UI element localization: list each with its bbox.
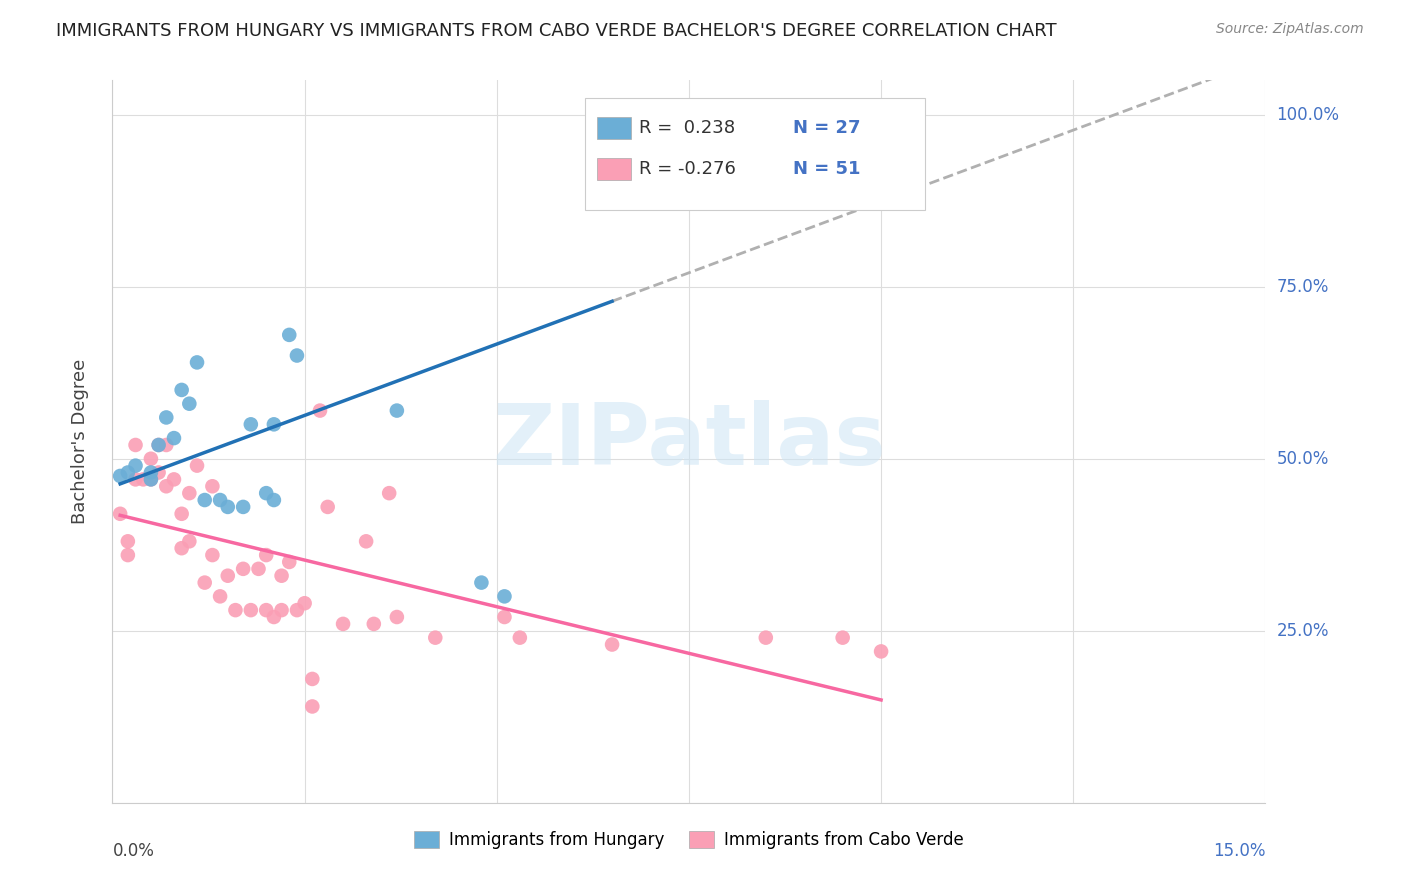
Text: ZIPatlas: ZIPatlas xyxy=(492,400,886,483)
Point xyxy=(263,493,285,508)
Point xyxy=(163,431,186,445)
Point xyxy=(139,466,162,480)
Text: R =  0.238: R = 0.238 xyxy=(640,119,735,137)
Point xyxy=(201,479,224,493)
Point xyxy=(232,500,254,514)
Point xyxy=(139,472,162,486)
Point xyxy=(354,534,377,549)
Point xyxy=(332,616,354,631)
Text: 50.0%: 50.0% xyxy=(1277,450,1329,467)
Point xyxy=(254,603,277,617)
Point xyxy=(170,541,193,556)
Point xyxy=(285,349,308,363)
Point xyxy=(194,575,217,590)
Text: IMMIGRANTS FROM HUNGARY VS IMMIGRANTS FROM CABO VERDE BACHELOR'S DEGREE CORRELAT: IMMIGRANTS FROM HUNGARY VS IMMIGRANTS FR… xyxy=(56,22,1057,40)
Point xyxy=(385,403,408,417)
Point xyxy=(148,438,170,452)
Point xyxy=(494,610,516,624)
Text: 25.0%: 25.0% xyxy=(1277,622,1329,640)
Point xyxy=(247,562,270,576)
Point xyxy=(270,568,292,582)
Point xyxy=(132,472,155,486)
Point xyxy=(108,507,131,521)
Text: Source: ZipAtlas.com: Source: ZipAtlas.com xyxy=(1216,22,1364,37)
Text: 15.0%: 15.0% xyxy=(1213,842,1265,860)
Text: 75.0%: 75.0% xyxy=(1277,277,1329,296)
Point xyxy=(224,603,246,617)
Point xyxy=(378,486,401,500)
Point xyxy=(385,610,408,624)
Point xyxy=(278,555,301,569)
Point xyxy=(201,548,224,562)
Point xyxy=(600,156,623,170)
Point xyxy=(117,534,139,549)
Point xyxy=(600,156,623,170)
Point xyxy=(117,466,139,480)
Point xyxy=(139,451,162,466)
Point xyxy=(209,590,232,604)
Point xyxy=(254,486,277,500)
Point xyxy=(124,458,146,473)
Point xyxy=(425,631,447,645)
Point xyxy=(301,672,323,686)
Point xyxy=(155,479,177,493)
Point xyxy=(124,438,146,452)
Point xyxy=(139,472,162,486)
Point xyxy=(108,469,131,483)
Point xyxy=(270,603,292,617)
Point xyxy=(363,616,385,631)
Point xyxy=(263,610,285,624)
Point xyxy=(209,493,232,508)
Point xyxy=(194,493,217,508)
Point xyxy=(494,590,516,604)
Point xyxy=(148,438,170,452)
Point xyxy=(509,631,531,645)
FancyBboxPatch shape xyxy=(596,158,631,180)
Point xyxy=(593,190,616,204)
Text: 100.0%: 100.0% xyxy=(1277,105,1340,124)
Point xyxy=(831,631,853,645)
Text: R = -0.276: R = -0.276 xyxy=(640,161,737,178)
Point xyxy=(217,500,239,514)
Point xyxy=(232,562,254,576)
Point xyxy=(294,596,316,610)
Point xyxy=(316,500,339,514)
Point xyxy=(186,355,208,369)
Point xyxy=(155,410,177,425)
Point xyxy=(155,438,177,452)
Point xyxy=(309,403,332,417)
Point xyxy=(263,417,285,432)
Y-axis label: Bachelor's Degree: Bachelor's Degree xyxy=(70,359,89,524)
Point xyxy=(163,472,186,486)
Point xyxy=(170,383,193,397)
Point xyxy=(301,699,323,714)
Point xyxy=(179,534,201,549)
Legend: Immigrants from Hungary, Immigrants from Cabo Verde: Immigrants from Hungary, Immigrants from… xyxy=(408,824,970,856)
Point xyxy=(179,486,201,500)
Point xyxy=(600,638,623,652)
Point xyxy=(170,507,193,521)
Point xyxy=(239,603,262,617)
Point xyxy=(755,631,778,645)
Point xyxy=(124,472,146,486)
FancyBboxPatch shape xyxy=(585,98,925,211)
Point xyxy=(148,466,170,480)
Point xyxy=(254,548,277,562)
Point xyxy=(470,575,492,590)
Point xyxy=(186,458,208,473)
Point xyxy=(179,397,201,411)
FancyBboxPatch shape xyxy=(596,117,631,139)
Point xyxy=(239,417,262,432)
Text: N = 27: N = 27 xyxy=(793,119,860,137)
Point xyxy=(278,327,301,342)
Point xyxy=(870,644,893,658)
Point xyxy=(285,603,308,617)
Text: N = 51: N = 51 xyxy=(793,161,860,178)
Point xyxy=(117,548,139,562)
Point xyxy=(217,568,239,582)
Text: 0.0%: 0.0% xyxy=(112,842,155,860)
